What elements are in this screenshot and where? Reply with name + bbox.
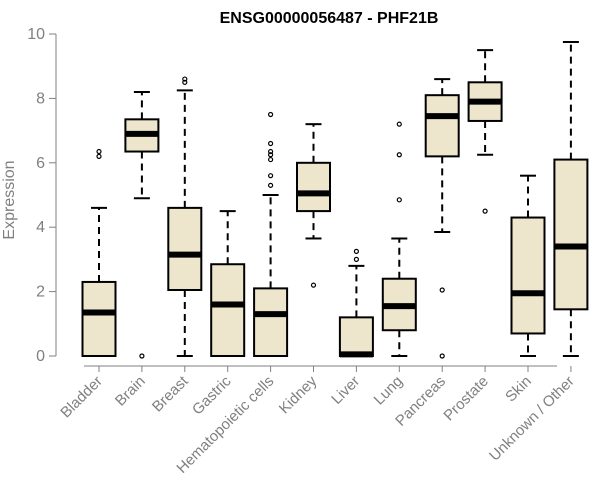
outlier-point (268, 152, 274, 158)
y-tick-label: 4 (36, 219, 45, 236)
outlier-point (268, 140, 274, 147)
outlier-point (310, 282, 317, 288)
box-group (467, 49, 503, 214)
x-tick-label: Brain (112, 373, 149, 410)
boxes-layer (81, 41, 589, 359)
x-tick-label: Kidney (276, 372, 321, 417)
outlier-point (396, 197, 402, 203)
x-tick-label: Lung (371, 373, 407, 409)
box-group (81, 148, 117, 357)
box-iqr (210, 263, 246, 358)
x-tick-label: Prostate (440, 373, 492, 425)
y-axis-label: Expression (1, 160, 18, 239)
box-group (124, 90, 160, 359)
outlier-point (353, 248, 359, 254)
box-iqr (81, 280, 117, 357)
outlier-point (96, 153, 102, 159)
x-tick-label: Bladder (57, 373, 106, 422)
box-iqr (510, 216, 546, 335)
y-tick-label: 0 (36, 348, 45, 365)
chart-title: ENSG00000056487 - PHF21B (220, 10, 439, 27)
box-group (167, 76, 203, 357)
box-group (510, 174, 546, 357)
outlier-point (439, 353, 445, 359)
y-tick-label: 2 (36, 284, 45, 301)
outlier-point (268, 173, 274, 179)
outlier-point (268, 148, 274, 155)
outlier-point (439, 287, 445, 293)
box-iqr (296, 161, 331, 213)
box-iqr (167, 206, 203, 291)
box-group (210, 210, 246, 358)
box-group (338, 248, 374, 358)
box-iqr (424, 94, 460, 158)
x-tick-label: Skin (502, 373, 535, 406)
box-group (553, 41, 589, 357)
box-iqr (553, 158, 589, 311)
outlier-point (396, 152, 402, 158)
outlier-point (139, 353, 145, 359)
outlier-point (182, 79, 188, 85)
box-group (253, 111, 289, 358)
outlier-point (396, 121, 402, 127)
box-iqr (338, 316, 374, 357)
outlier-point (268, 156, 274, 163)
box-group (381, 121, 417, 357)
y-tick-label: 8 (36, 90, 45, 107)
y-ticks: 0 2 4 6 8 10 (27, 26, 56, 365)
box-group (296, 123, 331, 288)
box-group (424, 78, 460, 359)
x-tick-label: Breast (149, 372, 192, 415)
outlier-point (353, 256, 359, 262)
x-tick-label: Liver (328, 373, 363, 408)
outlier-point (268, 182, 274, 188)
outlier-point (482, 208, 488, 214)
outlier-point (182, 76, 188, 82)
outlier-point (268, 111, 274, 118)
box-iqr (253, 287, 289, 358)
y-tick-label: 10 (27, 26, 45, 43)
outlier-point (96, 148, 102, 155)
y-tick-label: 6 (36, 155, 45, 172)
